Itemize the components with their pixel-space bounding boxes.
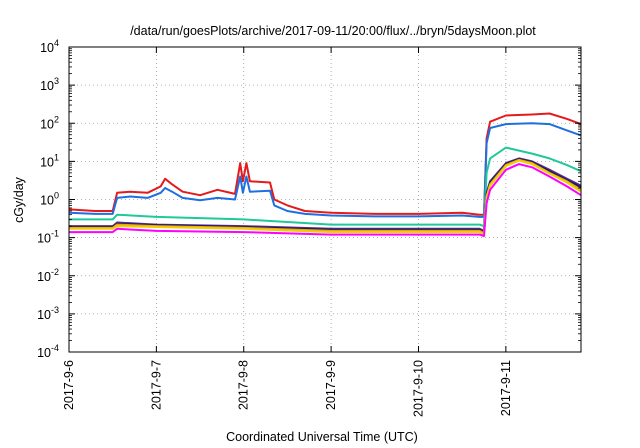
y-tick-label: 100 [40, 191, 59, 208]
x-tick-label: 2017-9-6 [62, 360, 76, 410]
y-tick-label: 101 [40, 152, 59, 169]
series-line-1 [68, 112, 582, 216]
x-axis: 2017-9-6 2017-9-7 2017-9-8 2017-9-9 2017-9-1… [62, 47, 513, 417]
y-tick-label: 10-2 [37, 267, 59, 284]
grid [69, 47, 581, 352]
y-tick-label: 10-1 [37, 229, 59, 246]
y-axis: 10-4 10-3 10-2 10-1 100 101 102 103 104 [37, 38, 581, 360]
y-tick-label: 103 [40, 76, 59, 93]
x-tick-label: 2017-9-7 [149, 360, 163, 410]
y-tick-label: 10-4 [37, 343, 59, 360]
y-axis-label: cGy/day [12, 176, 26, 223]
x-axis-label: Coordinated Universal Time (UTC) [226, 430, 418, 444]
y-tick-label: 104 [40, 38, 59, 55]
series-line-5 [69, 158, 582, 234]
series-group [68, 112, 582, 237]
x-tick-label: 2017-9-10 [411, 360, 425, 417]
y-tick-label: 102 [40, 114, 59, 131]
chart-title: /data/run/goesPlots/archive/2017-09-11/2… [130, 24, 536, 38]
x-tick-label: 2017-9-11 [499, 360, 513, 416]
y-tick-label: 10-3 [37, 305, 59, 322]
series-line-3 [69, 146, 582, 228]
series-line-2 [68, 122, 582, 218]
x-tick-label: 2017-9-9 [324, 360, 338, 410]
x-tick-label: 2017-9-8 [237, 360, 251, 410]
series-line-8 [69, 163, 582, 237]
